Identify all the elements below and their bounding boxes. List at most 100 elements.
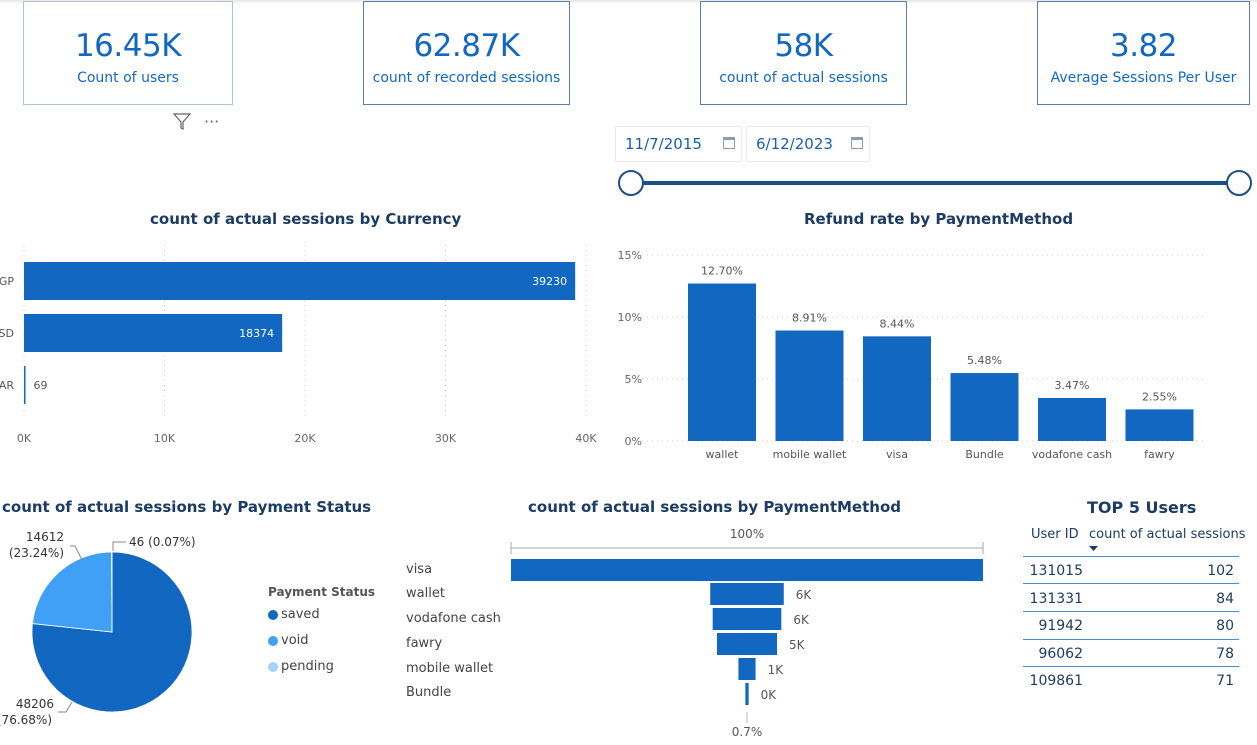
column-header-user-id[interactable]: User ID [1031,527,1079,542]
bar-bundle [950,373,1019,441]
date-range-slider-track[interactable] [630,181,1239,185]
bar-fawry [1125,409,1194,441]
funnel-category-label: wallet [406,586,445,601]
bar-visa [863,336,931,441]
filter-icon[interactable] [172,111,192,131]
top-percent-label: 100% [730,527,764,541]
bar-mobile-wallet [775,330,844,441]
funnel-bar-visa [511,559,983,581]
legend-label: pending [281,659,334,674]
x-category-label: visa [886,448,908,461]
data-label: 18374 [239,327,274,340]
y-tick-label: 5% [625,373,642,386]
data-label: 5K [789,638,806,652]
kpi-card-actual-sessions[interactable]: 58K count of actual sessions [700,1,907,105]
kpi-label: Count of users [77,70,179,86]
bar-gp [24,262,576,300]
slider-handle-start[interactable] [618,170,644,196]
legend-title: Payment Status [268,585,376,599]
legend-dot [268,609,278,620]
legend-item-void[interactable]: void [268,633,309,648]
bar-ar [24,366,26,404]
pie-slice-void [32,551,113,633]
start-date-input[interactable]: 11/7/2015 [615,126,742,162]
x-tick-label: 0K [17,432,32,445]
chart-title-currency: count of actual sessions by Currency [150,210,462,228]
bar-wallet [688,283,756,441]
cell-session-count: 84 [1216,590,1234,607]
data-label: 8.91% [792,312,827,325]
kpi-card-avg-sessions[interactable]: 3.82 Average Sessions Per User [1037,1,1250,105]
row-divider [1023,611,1239,612]
x-category-label: wallet [706,448,740,461]
funnel-bar-fawry [716,633,778,655]
data-label-saved: 48206 [16,697,54,711]
y-category-label: AR [0,379,14,392]
cell-session-count: 78 [1216,645,1234,662]
data-label-void: 14612 [26,530,64,544]
end-date-value: 6/12/2023 [756,135,833,153]
payment-method-funnel-chart: 100% 6K 6K 5K 1K 0K 0.7% [510,527,984,739]
data-label: 5.48% [967,354,1002,367]
cell-user-id: 131331 [1029,590,1083,607]
y-category-label: GP [0,275,14,288]
column-header-sessions[interactable]: count of actual sessions [1089,527,1246,542]
row-divider [1023,583,1239,584]
kpi-value: 58K [774,28,833,64]
legend-item-saved[interactable]: saved [268,607,320,622]
top-shadow [0,0,1257,4]
sort-descending-icon[interactable] [1089,546,1099,552]
y-tick-label: 15% [618,249,642,262]
data-label: 69 [34,379,48,392]
legend-item-pending[interactable]: pending [268,659,334,674]
data-label: 6K [796,588,813,602]
data-label: 6K [793,613,810,627]
more-options-icon[interactable]: ··· [204,111,220,131]
cell-session-count: 102 [1207,563,1234,579]
end-date-input[interactable]: 6/12/2023 [746,126,870,162]
leader-line [70,545,83,561]
x-tick-label: 30K [435,432,457,445]
y-tick-label: 0% [625,435,642,448]
data-label: 1K [768,663,785,677]
y-category-label: SD [0,327,14,340]
kpi-value: 3.82 [1109,28,1178,64]
kpi-card-users[interactable]: 16.45K Count of users [23,1,233,105]
cell-user-id: 131015 [1029,563,1083,579]
legend-dot [268,635,278,646]
x-category-label: mobile wallet [773,448,847,461]
x-category-label: Bundle [965,448,1004,461]
funnel-bar-wallet [710,583,784,605]
visual-header: ··· [172,111,219,131]
cell-user-id: 109861 [1029,673,1083,689]
calendar-icon[interactable] [851,137,863,149]
x-tick-label: 20K [294,432,316,445]
leader-line [58,701,73,713]
data-label: 2.55% [1142,390,1177,403]
row-divider [1023,556,1239,557]
bottom-percent-label: 0.7% [732,725,763,739]
legend-label: saved [281,607,320,622]
table-title: TOP 5 Users [1087,498,1197,517]
kpi-value: 62.87K [413,28,520,64]
kpi-card-recorded-sessions[interactable]: 62.87K count of recorded sessions [363,1,570,105]
kpi-label: Average Sessions Per User [1050,70,1237,86]
legend-dot [268,661,278,672]
funnel-category-label: mobile wallet [406,661,494,676]
chart-title-payment-status: count of actual sessions by Payment Stat… [2,498,372,516]
funnel-bar-bundle [745,683,749,705]
leader-line [112,541,126,551]
x-tick-label: 10K [154,432,176,445]
chart-title-funnel: count of actual sessions by PaymentMetho… [528,498,901,516]
cell-user-id: 91942 [1038,618,1083,634]
data-label-void: (23.24%) [9,546,64,560]
slider-handle-end[interactable] [1226,170,1252,196]
currency-bar-chart: 0K 10K 20K 30K 40K GP 39230 SD 18374 AR 69 [0,245,597,445]
payment-status-pie-chart: 46 (0.07%) 14612 (23.24%) 48206 (76.68%) [0,530,196,727]
calendar-icon[interactable] [723,137,735,149]
kpi-label: count of actual sessions [719,70,888,86]
x-category-label: fawry [1144,448,1175,461]
funnel-bar-mobile-wallet [738,658,756,680]
funnel-bar-vodafone-cash [712,608,782,630]
y-tick-label: 10% [618,311,642,324]
